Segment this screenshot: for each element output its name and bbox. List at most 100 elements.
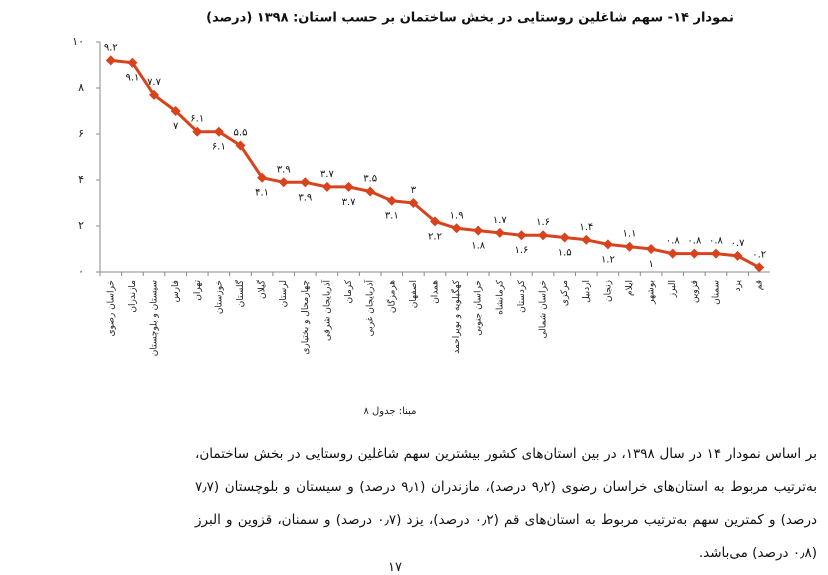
marker	[689, 248, 700, 259]
marker	[473, 225, 484, 236]
x-tick-label: مرکزی	[560, 280, 570, 306]
data-label: ۱.۶	[514, 245, 528, 256]
marker	[170, 106, 181, 116]
marker	[300, 177, 311, 188]
data-label: ۶.۱	[212, 142, 226, 153]
marker	[365, 186, 376, 197]
data-label: ۱.۷	[493, 215, 508, 226]
marker	[667, 248, 678, 259]
x-tick-label: کرمانشاه	[495, 279, 505, 315]
data-label: ۰.۸	[666, 236, 681, 247]
data-label: ۳.۱	[385, 211, 399, 222]
marker	[538, 230, 549, 241]
data-label: ۱.۸	[471, 241, 486, 252]
x-tick-label: آذربایجان غربی	[364, 280, 376, 337]
x-tick-label: بوشهر	[647, 280, 657, 305]
x-tick-label: خراسان جنوبی	[474, 280, 484, 336]
marker	[213, 126, 224, 137]
marker	[494, 227, 505, 238]
marker	[408, 198, 419, 208]
page-number: ۱۷	[388, 560, 402, 575]
data-label: ۰.۸	[687, 236, 702, 247]
x-tick-label: البرز	[668, 280, 678, 298]
marker	[559, 232, 570, 243]
marker	[386, 195, 397, 206]
marker	[343, 181, 354, 192]
data-label: ۷	[173, 121, 179, 132]
y-tick-label: ۱۰	[72, 35, 84, 48]
y-tick-label: ۸	[78, 81, 84, 94]
x-tick-label: لرستان	[279, 280, 289, 307]
x-tick-label: ایلام	[625, 280, 635, 296]
x-tick-label: یزد	[733, 280, 743, 292]
data-label: ۵.۵	[234, 128, 248, 139]
marker	[127, 57, 138, 68]
data-label: ۳.۹	[298, 192, 312, 203]
x-tick-label: چهارمحال و بختیاری	[301, 280, 311, 355]
marker	[451, 223, 462, 234]
marker	[257, 172, 268, 183]
x-tick-label: کهگیلویه و بویراحمد	[450, 279, 462, 353]
data-label: ۱.۴	[579, 222, 593, 233]
marker	[602, 239, 613, 250]
marker	[192, 126, 203, 137]
marker	[235, 140, 246, 151]
marker	[278, 177, 289, 188]
data-label: ۰.۲	[752, 249, 766, 260]
data-label: ۱.۹	[450, 210, 464, 221]
data-label: ۱.۲	[601, 254, 615, 265]
x-tick-label: هرمزگان	[385, 280, 397, 313]
marker	[754, 262, 765, 273]
marker	[710, 248, 721, 259]
x-tick-label: مازندران	[128, 280, 138, 313]
x-tick-label: کرمان	[344, 279, 354, 303]
marker	[430, 216, 440, 227]
chart: نمودار ۱۴- سهم شاغلین روستایی در بخش ساخ…	[72, 11, 770, 356]
y-tick-label: ۶	[78, 127, 84, 140]
x-tick-label: خراسان رضوی	[106, 280, 116, 336]
data-label: ۱.۵	[558, 248, 572, 259]
marker	[581, 234, 592, 245]
x-tick-label: قم	[755, 280, 765, 290]
x-tick-label: فارس	[171, 280, 181, 302]
data-label: ۰.۸	[709, 236, 724, 247]
data-label: ۱.۶	[536, 217, 550, 228]
data-label: ۲.۲	[428, 231, 442, 242]
x-tick-label: کردستان	[517, 279, 527, 313]
x-tick-label: تهران	[193, 280, 203, 301]
marker	[516, 230, 527, 241]
x-tick-label: سمنان	[711, 280, 721, 305]
marker	[646, 244, 657, 254]
x-tick-label: آذربایجان شرقی	[320, 280, 332, 341]
x-tick-label: گلستان	[234, 279, 246, 307]
x-tick-label: اردبیل	[582, 280, 592, 303]
data-label: ۳.۹	[277, 164, 291, 175]
data-label: ۰.۷	[731, 238, 746, 249]
data-label: ۳.۷	[320, 169, 335, 180]
x-tick-label: خوزستان	[214, 280, 224, 314]
data-label: ۷.۷	[147, 77, 162, 88]
marker	[105, 55, 116, 66]
y-tick-label: ۰	[78, 265, 84, 278]
data-label: ۹.۱	[125, 73, 139, 84]
x-tick-label: زنجان	[603, 280, 613, 302]
data-label: ۴.۱	[255, 188, 269, 199]
marker	[732, 250, 743, 261]
x-tick-label: سیستان و بلوچستان	[150, 280, 160, 356]
y-tick-label: ۲	[78, 219, 84, 232]
paragraph: بر اساس نمودار ۱۴ در سال ۱۳۹۸، در بین اس…	[195, 446, 817, 561]
marker	[321, 181, 332, 192]
data-label: ۳.۷	[342, 197, 357, 208]
x-tick-label: اصفهان	[409, 280, 419, 308]
marker	[624, 241, 635, 252]
x-tick-label: قزوین	[690, 280, 700, 303]
x-tick-label: همدان	[431, 280, 441, 304]
data-label: ۱.۱	[623, 229, 637, 240]
data-label: ۹.۲	[104, 42, 118, 53]
x-tick-label: خراسان شمالی	[539, 280, 549, 339]
data-label: ۱	[648, 259, 653, 270]
marker	[149, 89, 160, 100]
data-label: ۳	[411, 185, 417, 196]
data-label: ۶.۱	[190, 114, 204, 125]
